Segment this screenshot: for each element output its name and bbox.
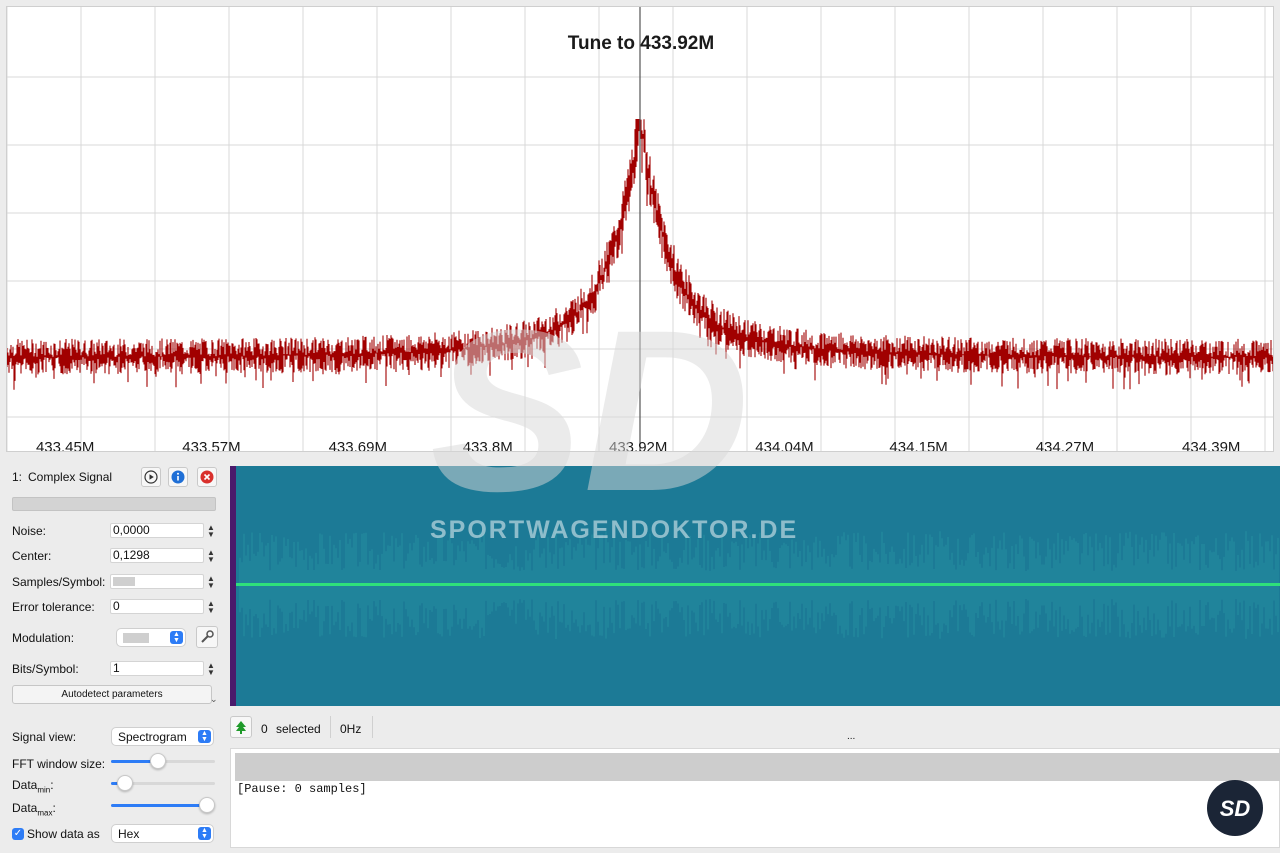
show-data-format-select[interactable]: Hex ▲ ▼ bbox=[111, 824, 214, 843]
svg-text:SD: SD bbox=[1220, 796, 1251, 821]
data-min-slider-track[interactable] bbox=[111, 782, 215, 785]
fft-slider-handle[interactable] bbox=[149, 753, 166, 769]
show-data-row: ✓ Show data as bbox=[12, 827, 100, 841]
noise-input[interactable]: 0,0000 bbox=[110, 523, 204, 538]
data-max-label: Datamax: bbox=[12, 801, 56, 818]
frequency-tick-label: 433.69M bbox=[328, 439, 387, 452]
signal-progress-bar bbox=[12, 497, 216, 511]
spectrogram-view[interactable] bbox=[230, 466, 1280, 706]
modulation-label: Modulation: bbox=[12, 631, 75, 645]
fft-window-size-label: FFT window size: bbox=[12, 757, 106, 771]
selected-count: 0 bbox=[261, 722, 268, 736]
noise-row: Noise: bbox=[12, 524, 112, 538]
selection-status-bar: 0 selected 0Hz ... bbox=[230, 712, 1280, 744]
signal-view-value: Spectrogram bbox=[118, 730, 187, 744]
fft-slider-fill bbox=[111, 760, 158, 763]
data-max-row: Datamax: bbox=[12, 801, 56, 817]
bits-per-symbol-label: Bits/Symbol: bbox=[12, 662, 79, 676]
bits-row: Bits/Symbol: bbox=[12, 662, 112, 676]
error-tolerance-input[interactable]: 0 bbox=[110, 599, 204, 614]
play-icon bbox=[144, 470, 158, 484]
samples-stepper[interactable]: ▲ ▼ bbox=[207, 574, 215, 590]
samples-row: Samples/Symbol: bbox=[12, 575, 112, 589]
autodetect-parameters-button[interactable]: Autodetect parameters bbox=[12, 685, 212, 704]
carrier-line bbox=[236, 583, 1280, 586]
chevron-down-icon: ⌄ bbox=[210, 694, 218, 704]
spectrum-graph bbox=[7, 7, 1273, 451]
frequency-tick-label: 433.8M bbox=[462, 439, 513, 452]
tree-up-icon bbox=[236, 721, 246, 734]
show-data-format-value: Hex bbox=[118, 827, 140, 841]
samples-per-symbol-label: Samples/Symbol: bbox=[12, 575, 106, 589]
chevron-updown-icon: ▲ ▼ bbox=[170, 631, 183, 644]
frequency-tick-label: 434.04M bbox=[755, 439, 814, 452]
bits-stepper[interactable]: ▲ ▼ bbox=[207, 661, 215, 677]
splitter-handle[interactable]: ... bbox=[847, 731, 856, 742]
demodulated-output[interactable]: [Pause: 0 samples] bbox=[230, 748, 1280, 848]
info-icon bbox=[171, 470, 185, 484]
data-max-slider-handle[interactable] bbox=[198, 797, 215, 813]
info-button[interactable] bbox=[168, 467, 188, 487]
frequency-tick-label: 434.39M bbox=[1182, 439, 1241, 452]
center-row: Center: bbox=[12, 549, 112, 563]
center-stepper[interactable]: ▲ ▼ bbox=[207, 548, 215, 564]
chevron-updown-icon: ▲ ▼ bbox=[198, 730, 211, 743]
show-data-checkbox[interactable]: ✓ bbox=[12, 828, 24, 840]
signal-view-row: Signal view: bbox=[12, 730, 112, 744]
protocol-bits-bar bbox=[235, 753, 1280, 781]
data-min-row: Datamin: bbox=[12, 778, 54, 794]
signal-view-select[interactable]: Spectrogram ▲ ▼ bbox=[111, 727, 214, 746]
error-row: Error tolerance: bbox=[12, 600, 112, 614]
spectrogram-graph bbox=[230, 466, 1280, 706]
signal-index: 1: bbox=[12, 470, 23, 484]
modulation-row: Modulation: bbox=[12, 631, 112, 645]
show-data-label: Show data as bbox=[27, 827, 100, 841]
data-min-label: Datamin: bbox=[12, 778, 54, 795]
signal-header: 1: Complex Signal bbox=[12, 470, 112, 484]
error-stepper[interactable]: ▲ ▼ bbox=[207, 599, 215, 615]
noise-label: Noise: bbox=[12, 524, 47, 538]
signal-view-label: Signal view: bbox=[12, 730, 77, 744]
wrench-icon bbox=[201, 630, 214, 643]
samples-per-symbol-input[interactable] bbox=[110, 574, 204, 589]
frequency-tick-label: 433.57M bbox=[182, 439, 241, 452]
center-input[interactable]: 0,1298 bbox=[110, 548, 204, 563]
frequency-tick-label: 434.27M bbox=[1035, 439, 1095, 452]
modulation-select[interactable]: ▲ ▼ bbox=[116, 628, 186, 647]
fft-row: FFT window size: bbox=[12, 757, 112, 771]
play-button[interactable] bbox=[141, 467, 161, 487]
selection-frequency: 0Hz bbox=[340, 722, 362, 736]
close-signal-button[interactable] bbox=[197, 467, 217, 487]
spectrum-plot[interactable]: Tune to 433.92M 433.45M 433.57M 433.69M 433… bbox=[6, 6, 1274, 452]
selected-label: selected bbox=[276, 722, 321, 736]
modulation-settings-button[interactable] bbox=[196, 626, 218, 648]
signal-parameter-panel: 1: Complex Signal Noise: 0,0000 ▲ ▼ Cente… bbox=[0, 460, 228, 853]
frequency-tick-label: 433.92M bbox=[609, 439, 668, 452]
pin-button[interactable] bbox=[230, 716, 252, 738]
divider bbox=[372, 716, 373, 738]
spectrum-trace bbox=[7, 119, 1273, 390]
center-label: Center: bbox=[12, 549, 52, 563]
frequency-tick-label: 433.45M bbox=[35, 439, 95, 452]
error-tolerance-label: Error tolerance: bbox=[12, 600, 95, 614]
data-min-slider-handle[interactable] bbox=[116, 775, 133, 791]
sd-logo-badge: SD bbox=[1207, 780, 1263, 836]
bits-per-symbol-input[interactable]: 1 bbox=[110, 661, 204, 676]
close-icon bbox=[200, 470, 214, 484]
chevron-updown-icon: ▲ ▼ bbox=[198, 827, 211, 840]
data-max-slider-fill bbox=[111, 804, 207, 807]
selection-edge bbox=[230, 466, 236, 706]
signal-name[interactable]: Complex Signal bbox=[28, 470, 113, 484]
noise-stepper[interactable]: ▲ ▼ bbox=[207, 523, 215, 539]
divider bbox=[330, 716, 331, 738]
pause-text: [Pause: 0 samples] bbox=[237, 782, 367, 796]
frequency-tick-label: 434.15M bbox=[889, 439, 948, 452]
